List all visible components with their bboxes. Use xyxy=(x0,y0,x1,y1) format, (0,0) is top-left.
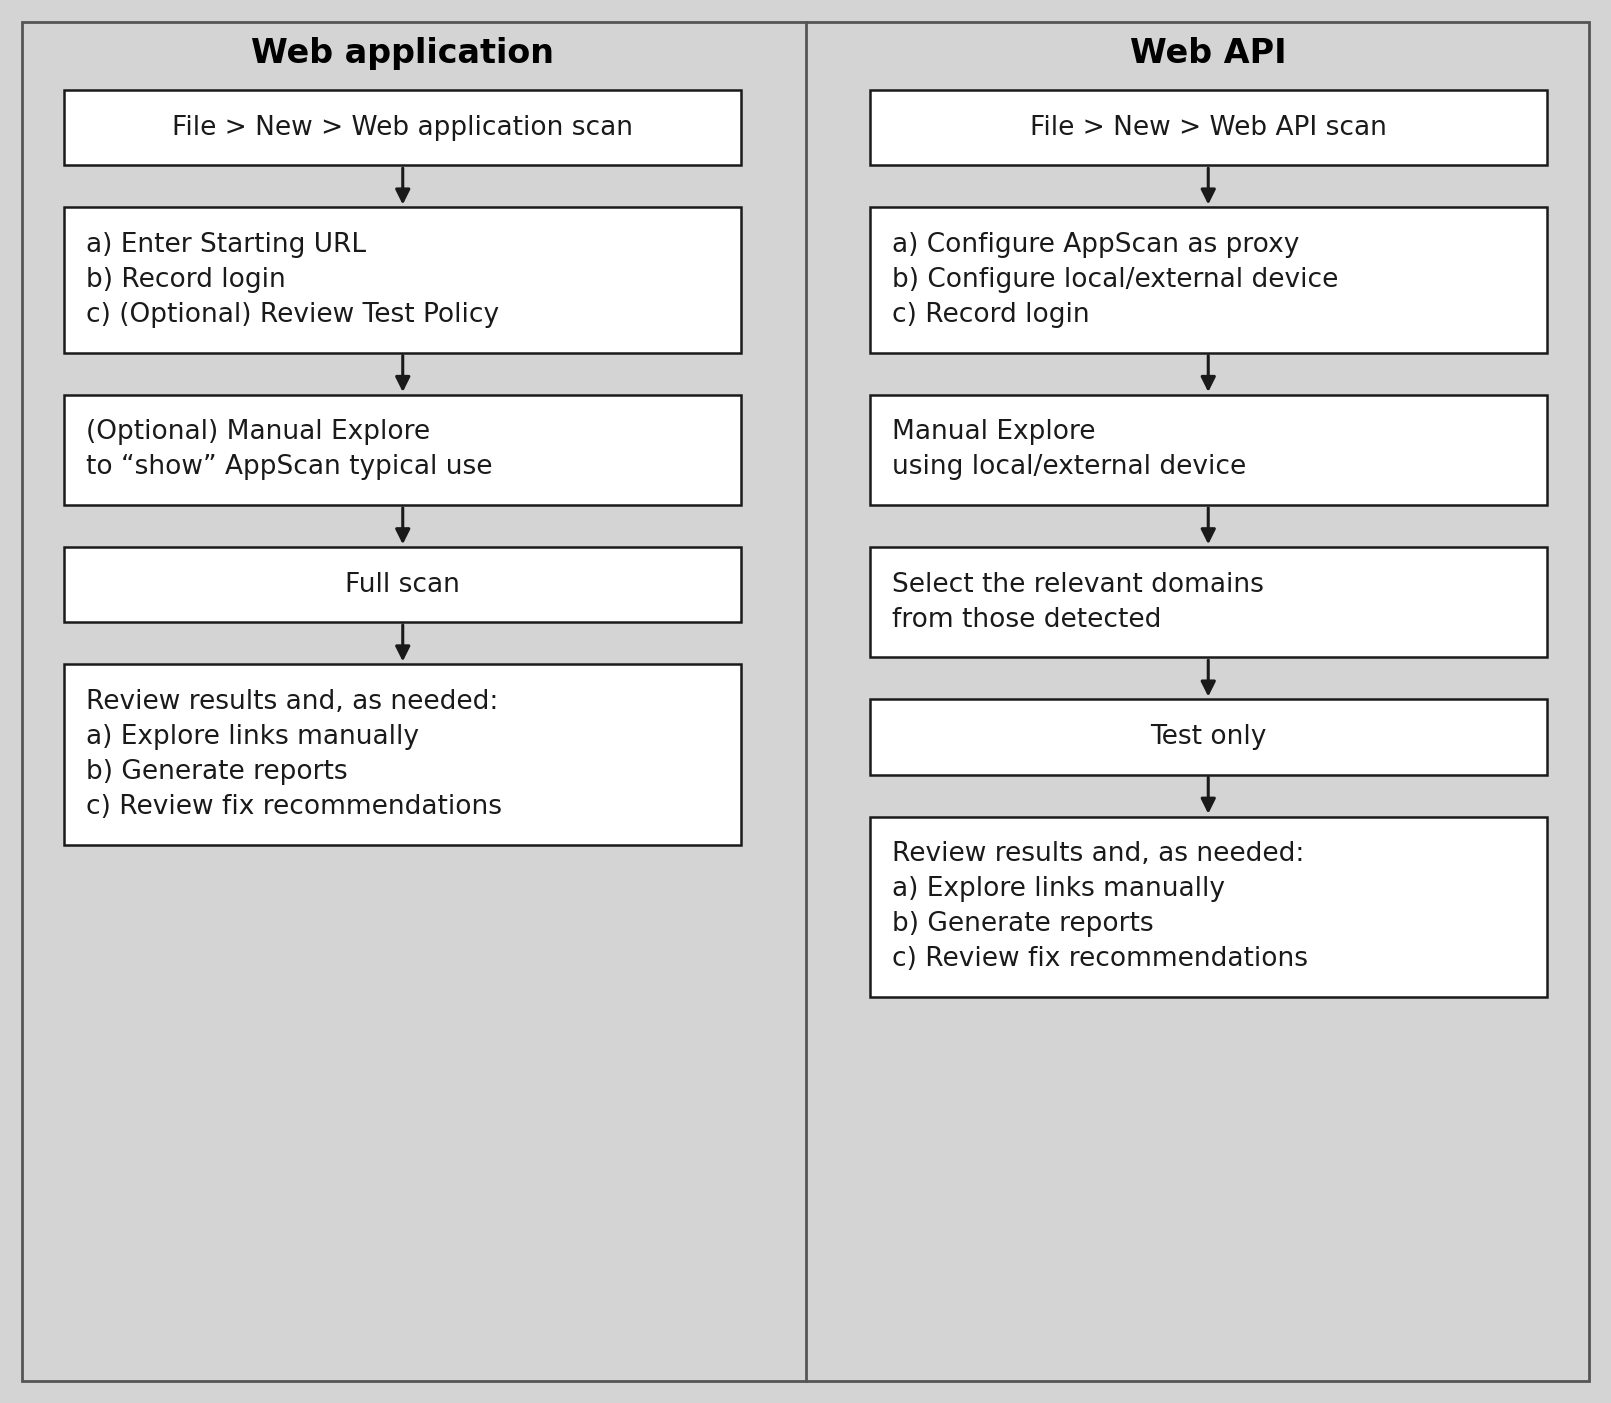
Bar xyxy=(64,664,741,845)
Text: Review results and, as needed:
a) Explore links manually
b) Generate reports
c) : Review results and, as needed: a) Explor… xyxy=(892,842,1308,972)
Text: Full scan: Full scan xyxy=(345,571,461,598)
Bar xyxy=(64,90,741,166)
Text: File > New > Web API scan: File > New > Web API scan xyxy=(1029,115,1387,140)
Text: File > New > Web application scan: File > New > Web application scan xyxy=(172,115,633,140)
Text: Web API: Web API xyxy=(1129,36,1287,70)
Text: Manual Explore
using local/external device: Manual Explore using local/external devi… xyxy=(892,419,1247,480)
Bar xyxy=(64,547,741,623)
Text: a) Configure AppScan as proxy
b) Configure local/external device
c) Record login: a) Configure AppScan as proxy b) Configu… xyxy=(892,231,1339,328)
Bar xyxy=(870,547,1547,658)
Bar xyxy=(870,700,1547,774)
Text: Select the relevant domains
from those detected: Select the relevant domains from those d… xyxy=(892,572,1263,633)
Bar xyxy=(870,817,1547,998)
Bar xyxy=(870,394,1547,505)
Text: Test only: Test only xyxy=(1150,724,1266,751)
Bar xyxy=(870,208,1547,352)
Bar xyxy=(64,394,741,505)
Bar xyxy=(870,90,1547,166)
Text: Web application: Web application xyxy=(251,36,554,70)
Bar xyxy=(64,208,741,352)
Text: (Optional) Manual Explore
to “show” AppScan typical use: (Optional) Manual Explore to “show” AppS… xyxy=(87,419,493,480)
Text: Review results and, as needed:
a) Explore links manually
b) Generate reports
c) : Review results and, as needed: a) Explor… xyxy=(87,689,503,819)
Text: a) Enter Starting URL
b) Record login
c) (Optional) Review Test Policy: a) Enter Starting URL b) Record login c)… xyxy=(87,231,499,328)
